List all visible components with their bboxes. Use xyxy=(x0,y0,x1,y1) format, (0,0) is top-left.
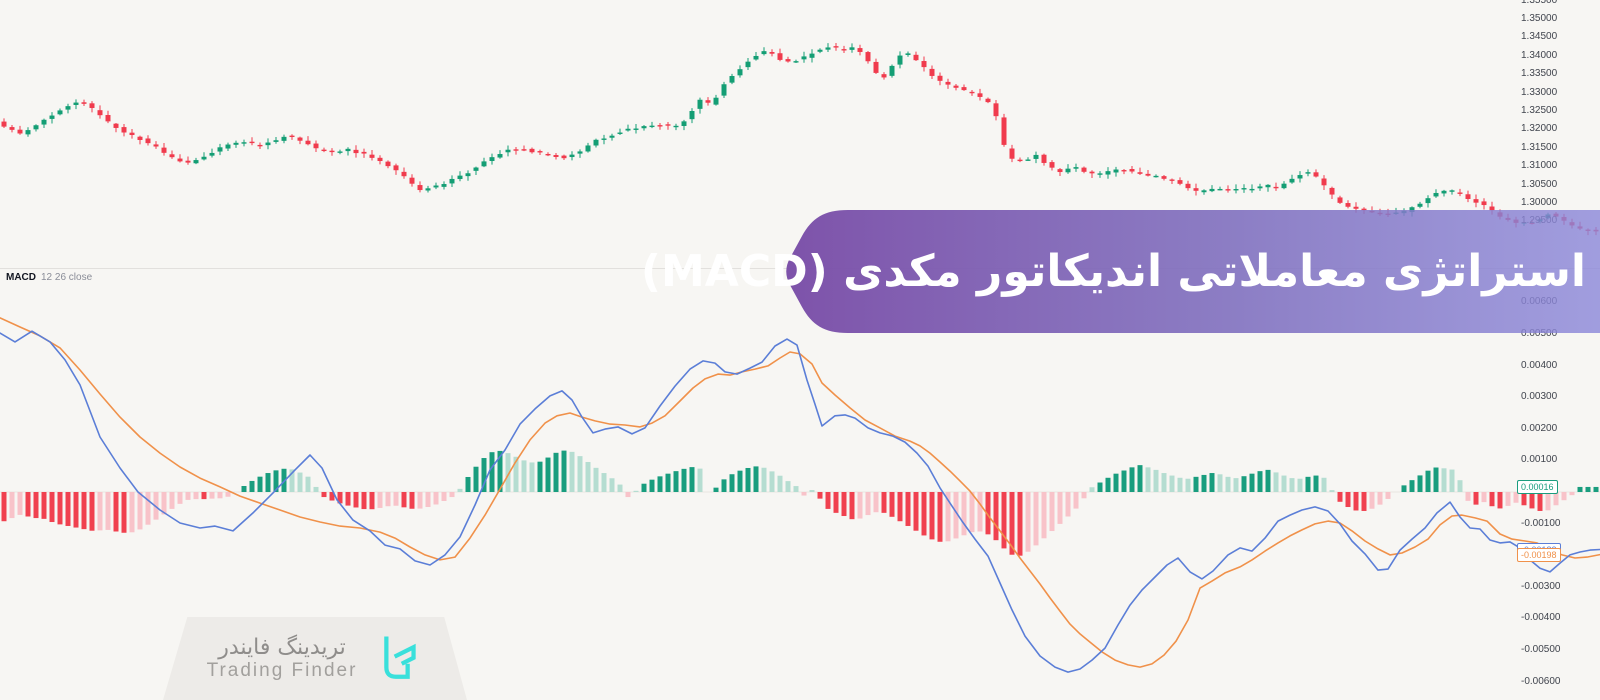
axis-tick-label: 1.30000 xyxy=(1521,197,1558,208)
axis-tick-label: 0.00600 xyxy=(1521,296,1558,308)
hist-value: 0.00016 xyxy=(1521,481,1554,492)
axis-tick-label: 1.33500 xyxy=(1521,68,1558,80)
axis-tick-label: 1.34000 xyxy=(1521,49,1558,61)
trading-finder-logo-icon xyxy=(384,636,417,679)
axis-tick-label: 1.30500 xyxy=(1521,178,1558,190)
axis-tick-label: -0.00100 xyxy=(1521,517,1561,529)
axis-tick-label: 1.32500 xyxy=(1521,105,1558,116)
candlestick-series xyxy=(1,42,1599,236)
indicator-legend[interactable]: MACD 12 26 close xyxy=(6,272,92,283)
axis-tick-label: -0.00400 xyxy=(1521,612,1561,624)
macd-histogram xyxy=(1,450,1599,556)
axis-tick-label: 1.29500 xyxy=(1521,215,1558,227)
axis-tick-label: -0.00300 xyxy=(1521,580,1561,592)
axis-tick-label: 0.00500 xyxy=(1521,328,1558,339)
axis-tick-label: -0.00600 xyxy=(1521,675,1561,687)
panel-divider xyxy=(0,268,1600,269)
axis-tick-label: 0.00200 xyxy=(1521,422,1558,434)
axis-tick-label: 0.00300 xyxy=(1521,391,1558,403)
axis-tick-label: 1.32000 xyxy=(1521,123,1558,135)
brand-name-english: Trading Finder xyxy=(206,660,358,682)
indicator-params: 12 26 close xyxy=(41,272,93,283)
axis-tick-label: 1.33000 xyxy=(1521,86,1558,98)
brand-name-farsi: تریدینگ فایندر xyxy=(218,634,346,660)
brand-watermark: تریدینگ فایندر Trading Finder xyxy=(163,617,467,700)
axis-tick-label: 1.31000 xyxy=(1521,160,1558,172)
axis-tick-label: -0.00500 xyxy=(1521,644,1561,655)
axis-tick-label: 0.00100 xyxy=(1521,454,1558,466)
axis-tick-label: 1.35500 xyxy=(1521,0,1558,6)
axis-tick-label: 1.31500 xyxy=(1521,141,1558,153)
signal-value: -0.00198 xyxy=(1521,549,1557,560)
hist-value-tag: 0.00016 xyxy=(1517,479,1558,494)
axis-tick-label: 0.00400 xyxy=(1521,359,1558,371)
signal-value-tag: -0.00198 xyxy=(1517,547,1561,562)
axis-tick-label: 1.34500 xyxy=(1521,31,1558,43)
axis-tick-label: 1.35000 xyxy=(1521,13,1558,24)
indicator-name: MACD xyxy=(6,272,36,283)
